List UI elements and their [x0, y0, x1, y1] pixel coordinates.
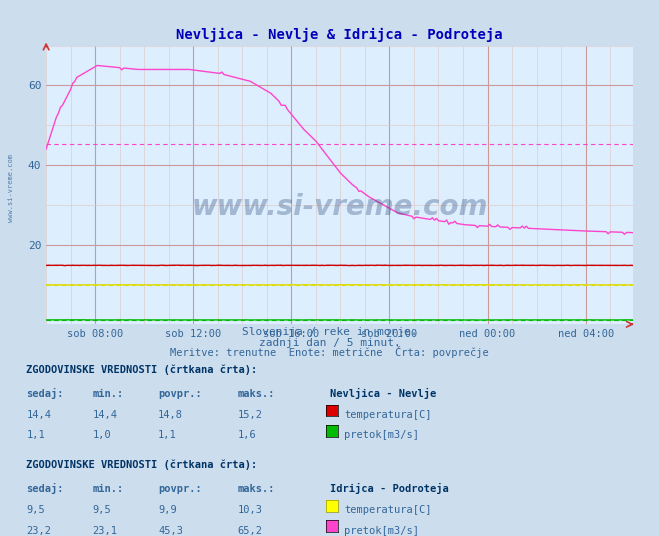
Text: povpr.:: povpr.: [158, 484, 202, 494]
Text: 9,5: 9,5 [26, 505, 45, 516]
Text: pretok[m3/s]: pretok[m3/s] [344, 430, 419, 441]
Text: www.si-vreme.com: www.si-vreme.com [8, 154, 14, 221]
Text: 14,8: 14,8 [158, 410, 183, 420]
Text: Meritve: trenutne  Enote: metrične  Črta: povprečje: Meritve: trenutne Enote: metrične Črta: … [170, 346, 489, 359]
Text: maks.:: maks.: [237, 484, 275, 494]
Text: min.:: min.: [92, 389, 123, 399]
Text: Nevljica - Nevlje: Nevljica - Nevlje [330, 388, 436, 399]
Text: 9,9: 9,9 [158, 505, 177, 516]
Text: ZGODOVINSKE VREDNOSTI (črtkana črta):: ZGODOVINSKE VREDNOSTI (črtkana črta): [26, 459, 258, 470]
Text: temperatura[C]: temperatura[C] [344, 505, 432, 516]
Text: povpr.:: povpr.: [158, 389, 202, 399]
Text: temperatura[C]: temperatura[C] [344, 410, 432, 420]
Text: 23,1: 23,1 [92, 526, 117, 536]
Text: zadnji dan / 5 minut.: zadnji dan / 5 minut. [258, 338, 401, 348]
Text: Idrijca - Podroteja: Idrijca - Podroteja [330, 483, 448, 494]
Title: Nevljica - Nevlje & Idrijca - Podroteja: Nevljica - Nevlje & Idrijca - Podroteja [176, 27, 503, 42]
Text: pretok[m3/s]: pretok[m3/s] [344, 526, 419, 536]
Text: 9,5: 9,5 [92, 505, 111, 516]
Text: ZGODOVINSKE VREDNOSTI (črtkana črta):: ZGODOVINSKE VREDNOSTI (črtkana črta): [26, 364, 258, 375]
Text: 14,4: 14,4 [92, 410, 117, 420]
Text: 14,4: 14,4 [26, 410, 51, 420]
Text: maks.:: maks.: [237, 389, 275, 399]
Text: 1,1: 1,1 [158, 430, 177, 441]
Text: Slovenija / reke in morje.: Slovenija / reke in morje. [242, 327, 417, 337]
Text: 65,2: 65,2 [237, 526, 262, 536]
Text: 15,2: 15,2 [237, 410, 262, 420]
Text: www.si-vreme.com: www.si-vreme.com [191, 193, 488, 221]
Text: 10,3: 10,3 [237, 505, 262, 516]
Text: sedaj:: sedaj: [26, 388, 64, 399]
Text: 45,3: 45,3 [158, 526, 183, 536]
Text: min.:: min.: [92, 484, 123, 494]
Text: 1,0: 1,0 [92, 430, 111, 441]
Text: 1,1: 1,1 [26, 430, 45, 441]
Text: 1,6: 1,6 [237, 430, 256, 441]
Text: 23,2: 23,2 [26, 526, 51, 536]
Text: sedaj:: sedaj: [26, 483, 64, 494]
